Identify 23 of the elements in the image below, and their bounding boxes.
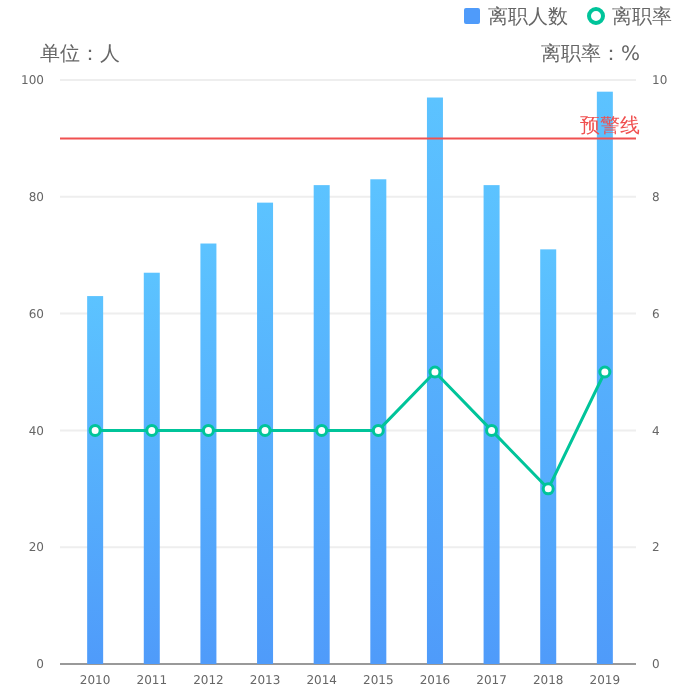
y2-axis-title: 离职率：% [540, 42, 640, 66]
legend-label: 离职率 [612, 5, 672, 29]
point [201, 423, 215, 437]
point [428, 365, 442, 379]
bar [426, 97, 443, 664]
bar [313, 185, 330, 664]
point [541, 482, 555, 496]
point [598, 365, 612, 379]
point [315, 423, 329, 437]
bar [143, 272, 160, 664]
bar [370, 179, 387, 664]
bar [483, 185, 500, 664]
bar [87, 296, 104, 664]
bar [540, 249, 557, 664]
bar [200, 243, 217, 664]
bar [257, 202, 274, 664]
point [145, 423, 159, 437]
y-axis-title: 单位：人 [40, 42, 120, 66]
legend-label: 离职人数 [488, 5, 568, 29]
point [258, 423, 272, 437]
point [88, 423, 102, 437]
point [485, 423, 499, 437]
point [371, 423, 385, 437]
